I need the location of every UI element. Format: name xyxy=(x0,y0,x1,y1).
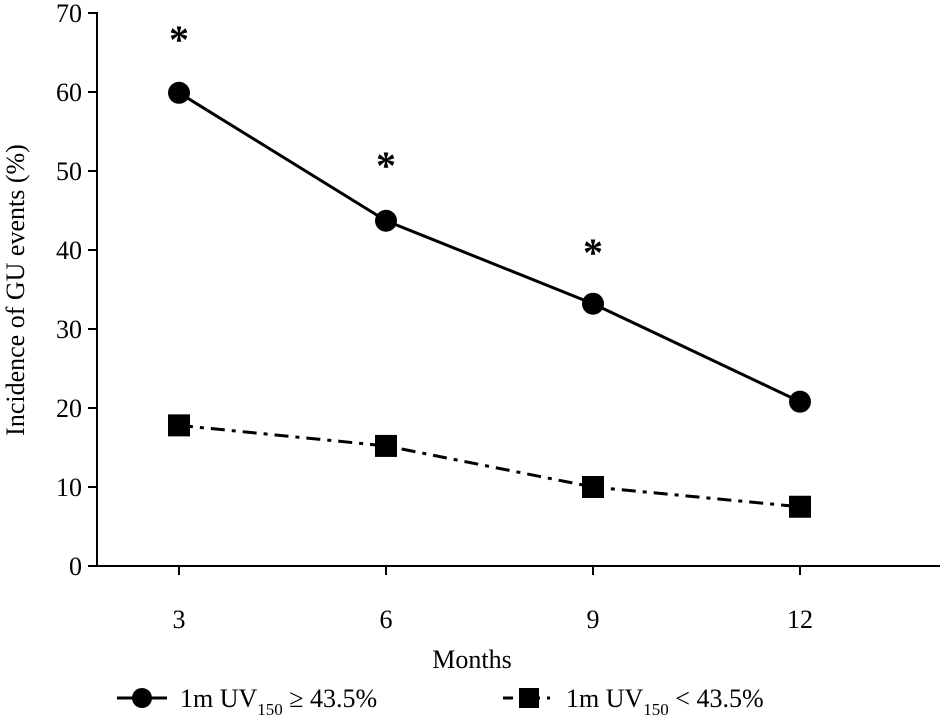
svg-text:1m UV150 < 43.5%: 1m UV150 < 43.5% xyxy=(566,684,764,716)
significance-asterisk: * xyxy=(583,230,603,275)
data-point-square xyxy=(168,414,190,437)
data-point-square xyxy=(582,476,604,498)
data-point-circle xyxy=(789,390,811,413)
significance-asterisk: * xyxy=(169,17,189,62)
data-point-circle xyxy=(375,209,397,232)
y-tick-label: 40 xyxy=(56,236,82,265)
y-tick-label: 0 xyxy=(69,552,82,581)
legend-sub-high: 150 xyxy=(257,700,283,716)
legend-item-high: 1m UV150 ≥ 43.5% xyxy=(117,684,377,716)
legend-circle-marker xyxy=(132,688,152,708)
legend-sub-low: 150 xyxy=(643,700,669,716)
y-tick-label: 30 xyxy=(56,315,82,344)
y-tick-label: 50 xyxy=(56,157,82,186)
x-tick-label: 9 xyxy=(587,605,600,634)
legend-suffix-high: ≥ 43.5% xyxy=(283,684,377,713)
legend: 1m UV150 ≥ 43.5% 1m UV150 < 43.5% xyxy=(117,684,764,716)
y-tick-label: 60 xyxy=(56,78,82,107)
y-tick-label: 70 xyxy=(56,0,82,28)
legend-square-marker xyxy=(519,688,539,708)
legend-label-high: 1m UV xyxy=(180,684,258,713)
data-point-square xyxy=(789,495,811,518)
axes xyxy=(96,12,940,567)
legend-suffix-low: < 43.5% xyxy=(669,684,764,713)
x-axis-label: Months xyxy=(432,645,511,674)
significance-asterisk: * xyxy=(376,143,396,188)
series-line xyxy=(178,423,801,509)
y-tick-label: 20 xyxy=(56,394,82,423)
legend-label-low: 1m UV xyxy=(566,684,644,713)
series-low xyxy=(168,414,811,518)
x-tick-label: 12 xyxy=(787,605,813,634)
legend-item-low: 1m UV150 < 43.5% xyxy=(503,684,764,716)
y-axis-label: Incidence of GU events (%) xyxy=(1,144,30,436)
data-point-circle xyxy=(168,81,190,104)
y-tick-label: 10 xyxy=(56,473,82,502)
svg-text:1m UV150 ≥ 43.5%: 1m UV150 ≥ 43.5% xyxy=(180,684,377,716)
series-high xyxy=(168,81,811,413)
x-tick-label: 6 xyxy=(380,605,393,634)
data-point-square xyxy=(375,434,397,457)
data-point-circle xyxy=(582,292,604,315)
series-line xyxy=(178,91,801,404)
x-tick-label: 3 xyxy=(173,605,186,634)
